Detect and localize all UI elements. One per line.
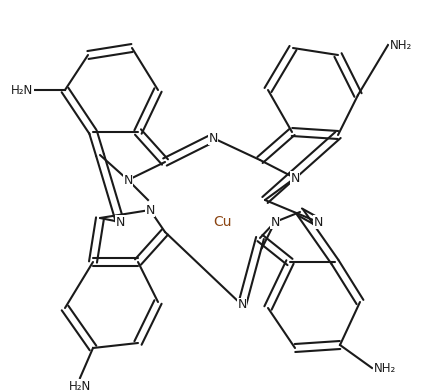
Text: Cu: Cu [213, 215, 231, 229]
Text: N: N [290, 172, 299, 185]
Text: NH₂: NH₂ [390, 38, 412, 51]
Text: H₂N: H₂N [69, 380, 91, 392]
Text: N: N [115, 216, 125, 229]
Text: N: N [146, 203, 155, 216]
Text: H₂N: H₂N [11, 83, 33, 96]
Text: N: N [270, 216, 280, 229]
Text: NH₂: NH₂ [374, 361, 396, 374]
Text: N: N [237, 298, 247, 312]
Text: N: N [124, 174, 133, 187]
Text: N: N [313, 216, 323, 229]
Text: N: N [208, 131, 218, 145]
